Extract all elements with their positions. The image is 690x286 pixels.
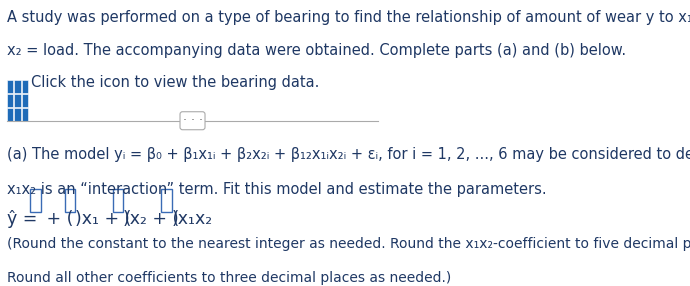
Text: )x₂ + (: )x₂ + ( [124,210,179,228]
Text: A study was performed on a type of bearing to find the relationship of amount of: A study was performed on a type of beari… [7,10,690,25]
FancyBboxPatch shape [113,189,124,212]
FancyBboxPatch shape [7,108,13,121]
Text: ŷ =: ŷ = [7,210,43,228]
Text: x₁x₂ is an “interaction” term. Fit this model and estimate the parameters.: x₁x₂ is an “interaction” term. Fit this … [7,182,546,196]
FancyBboxPatch shape [14,108,21,121]
Text: x₂ = load. The accompanying data were obtained. Complete parts (a) and (b) below: x₂ = load. The accompanying data were ob… [7,43,626,58]
FancyBboxPatch shape [14,94,21,107]
FancyBboxPatch shape [161,189,172,212]
FancyBboxPatch shape [7,94,13,107]
FancyBboxPatch shape [22,108,28,121]
FancyBboxPatch shape [22,94,28,107]
FancyBboxPatch shape [30,189,41,212]
FancyBboxPatch shape [7,80,13,93]
Text: (a) The model yᵢ = β₀ + β₁x₁ᵢ + β₂x₂ᵢ + β₁₂x₁ᵢx₂ᵢ + εᵢ, for i = 1, 2, ..., 6 may: (a) The model yᵢ = β₀ + β₁x₁ᵢ + β₂x₂ᵢ + … [7,147,690,162]
FancyBboxPatch shape [22,80,28,93]
Text: )x₁x₂: )x₁x₂ [172,210,213,228]
Text: + (: + ( [41,210,73,228]
FancyBboxPatch shape [65,189,75,212]
Text: · · ·: · · · [183,114,202,127]
Text: )x₁ + (: )x₁ + ( [75,210,132,228]
Text: (Round the constant to the nearest integer as needed. Round the x₁x₂-coefficient: (Round the constant to the nearest integ… [7,237,690,251]
Text: Click the icon to view the bearing data.: Click the icon to view the bearing data. [31,75,319,90]
FancyBboxPatch shape [14,80,21,93]
Text: Round all other coefficients to three decimal places as needed.): Round all other coefficients to three de… [7,271,451,285]
